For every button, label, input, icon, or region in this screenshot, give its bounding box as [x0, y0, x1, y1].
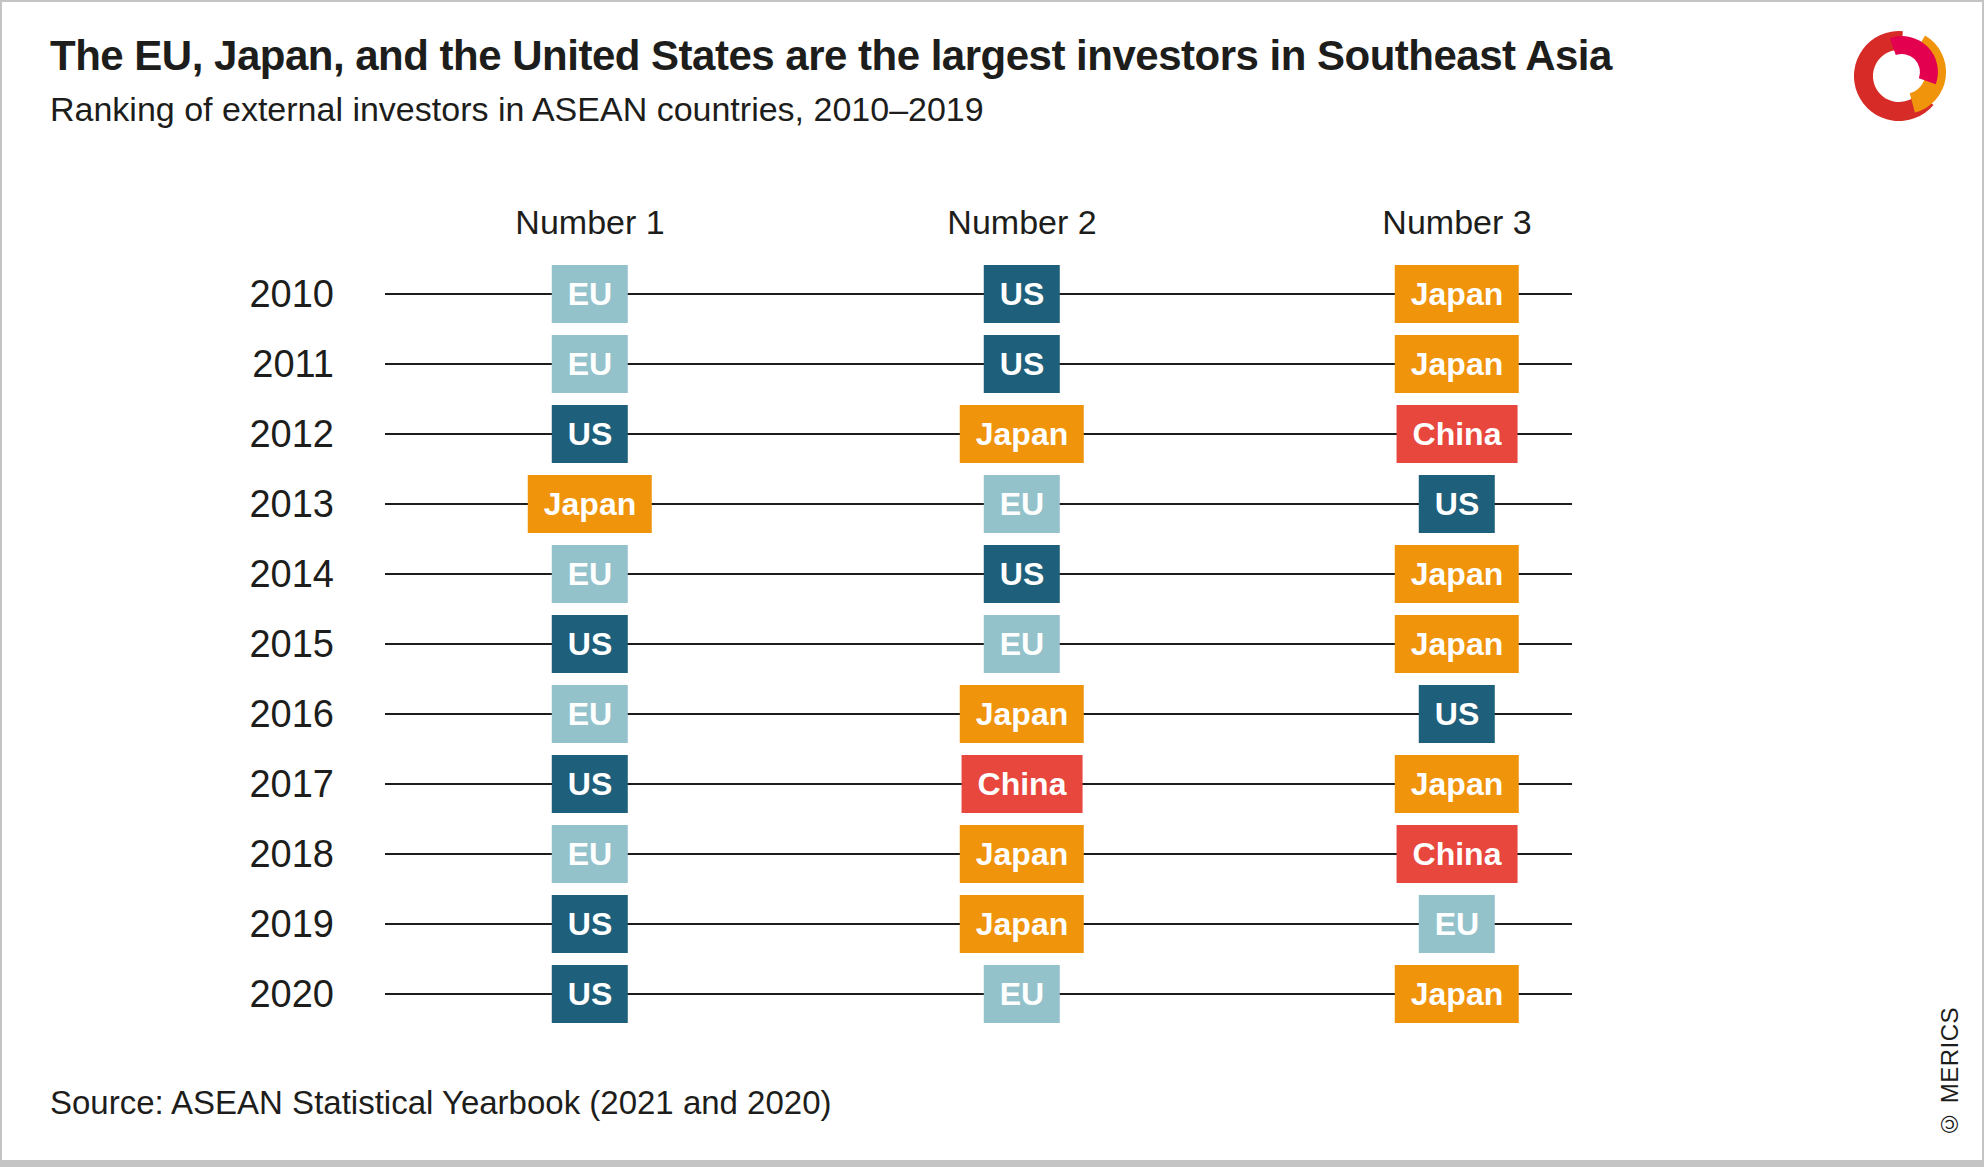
- rank-badge-us: US: [1419, 685, 1495, 743]
- rank-badge-us: US: [984, 335, 1060, 393]
- merics-logo-icon: [1852, 22, 1952, 122]
- chart-row: 2012 US Japan China: [2, 405, 1982, 463]
- rank-badge-us: US: [552, 965, 628, 1023]
- rank-badge-china: China: [962, 755, 1083, 813]
- page-title: The EU, Japan, and the United States are…: [50, 32, 1612, 80]
- rank-badge-japan: Japan: [528, 475, 652, 533]
- rank-badge-us: US: [1419, 475, 1495, 533]
- rank-badge-japan: Japan: [960, 825, 1084, 883]
- rank-badge-china: China: [1397, 405, 1518, 463]
- rank-badge-japan: Japan: [960, 685, 1084, 743]
- rank-badge-us: US: [552, 895, 628, 953]
- rank-badge-japan: Japan: [1395, 755, 1519, 813]
- source-note: Source: ASEAN Statistical Yearbook (2021…: [50, 1084, 832, 1122]
- year-label: 2011: [182, 335, 334, 393]
- rank-badge-us: US: [984, 545, 1060, 603]
- rank-badge-eu: EU: [984, 615, 1060, 673]
- copyright-note: © MERICS: [1936, 1007, 1964, 1138]
- rank-badge-eu: EU: [552, 825, 628, 883]
- rank-badge-eu: EU: [1419, 895, 1495, 953]
- year-label: 2013: [182, 475, 334, 533]
- rank-badge-japan: Japan: [1395, 265, 1519, 323]
- rank-badge-eu: EU: [984, 475, 1060, 533]
- rank-badge-eu: EU: [552, 335, 628, 393]
- rank-badge-eu: EU: [552, 265, 628, 323]
- chart-row: 2020 US EU Japan: [2, 965, 1982, 1023]
- year-label: 2012: [182, 405, 334, 463]
- rank-badge-eu: EU: [984, 965, 1060, 1023]
- year-label: 2014: [182, 545, 334, 603]
- rank-badge-japan: Japan: [960, 405, 1084, 463]
- rank-badge-eu: EU: [552, 685, 628, 743]
- rank-badge-eu: EU: [552, 545, 628, 603]
- chart-row: 2016 EU Japan US: [2, 685, 1982, 743]
- infographic-page: The EU, Japan, and the United States are…: [0, 0, 1984, 1167]
- column-header-number-3: Number 3: [1382, 200, 1531, 244]
- rank-badge-us: US: [984, 265, 1060, 323]
- year-label: 2016: [182, 685, 334, 743]
- chart-row: 2013 Japan EU US: [2, 475, 1982, 533]
- page-subtitle: Ranking of external investors in ASEAN c…: [50, 90, 984, 129]
- rank-badge-us: US: [552, 615, 628, 673]
- chart-row: 2010 EU US Japan: [2, 265, 1982, 323]
- rank-badge-japan: Japan: [1395, 615, 1519, 673]
- rank-badge-us: US: [552, 755, 628, 813]
- year-label: 2018: [182, 825, 334, 883]
- year-label: 2017: [182, 755, 334, 813]
- rank-badge-japan: Japan: [1395, 965, 1519, 1023]
- chart-row: 2011 EU US Japan: [2, 335, 1982, 393]
- year-label: 2020: [182, 965, 334, 1023]
- rank-badge-japan: Japan: [960, 895, 1084, 953]
- year-label: 2015: [182, 615, 334, 673]
- chart-row: 2015 US EU Japan: [2, 615, 1982, 673]
- chart-row: 2019 US Japan EU: [2, 895, 1982, 953]
- chart-row: 2018 EU Japan China: [2, 825, 1982, 883]
- column-header-number-1: Number 1: [515, 200, 664, 244]
- year-label: 2010: [182, 265, 334, 323]
- rank-badge-us: US: [552, 405, 628, 463]
- year-label: 2019: [182, 895, 334, 953]
- column-header-number-2: Number 2: [947, 200, 1096, 244]
- chart-row: 2017 US China Japan: [2, 755, 1982, 813]
- rank-badge-japan: Japan: [1395, 335, 1519, 393]
- chart-row: 2014 EU US Japan: [2, 545, 1982, 603]
- rank-badge-china: China: [1397, 825, 1518, 883]
- rank-badge-japan: Japan: [1395, 545, 1519, 603]
